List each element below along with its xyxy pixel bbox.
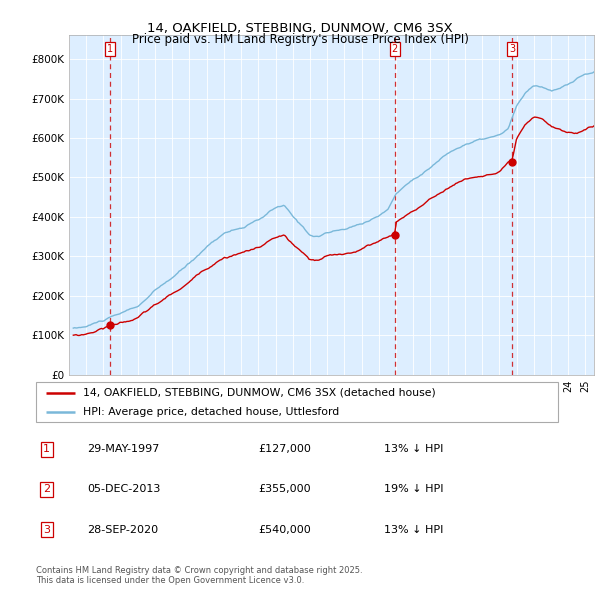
Text: 14, OAKFIELD, STEBBING, DUNMOW, CM6 3SX (detached house): 14, OAKFIELD, STEBBING, DUNMOW, CM6 3SX … xyxy=(83,388,436,398)
Text: 13% ↓ HPI: 13% ↓ HPI xyxy=(384,444,443,454)
Text: 14, OAKFIELD, STEBBING, DUNMOW, CM6 3SX: 14, OAKFIELD, STEBBING, DUNMOW, CM6 3SX xyxy=(147,22,453,35)
Text: HPI: Average price, detached house, Uttlesford: HPI: Average price, detached house, Uttl… xyxy=(83,407,339,417)
Text: 28-SEP-2020: 28-SEP-2020 xyxy=(87,525,158,535)
Text: 3: 3 xyxy=(509,44,515,54)
Text: 3: 3 xyxy=(43,525,50,535)
Text: 19% ↓ HPI: 19% ↓ HPI xyxy=(384,484,443,494)
Text: 13% ↓ HPI: 13% ↓ HPI xyxy=(384,525,443,535)
Point xyxy=(106,320,115,329)
Text: 29-MAY-1997: 29-MAY-1997 xyxy=(87,444,160,454)
Text: £355,000: £355,000 xyxy=(258,484,311,494)
Text: 2: 2 xyxy=(43,484,50,494)
Point xyxy=(390,230,400,240)
Text: £540,000: £540,000 xyxy=(258,525,311,535)
Text: 1: 1 xyxy=(107,44,113,54)
Text: Contains HM Land Registry data © Crown copyright and database right 2025.
This d: Contains HM Land Registry data © Crown c… xyxy=(36,566,362,585)
Text: 05-DEC-2013: 05-DEC-2013 xyxy=(87,484,160,494)
Text: 1: 1 xyxy=(43,444,50,454)
FancyBboxPatch shape xyxy=(36,382,558,422)
Text: £127,000: £127,000 xyxy=(258,444,311,454)
Text: Price paid vs. HM Land Registry's House Price Index (HPI): Price paid vs. HM Land Registry's House … xyxy=(131,33,469,46)
Text: 2: 2 xyxy=(392,44,398,54)
Point xyxy=(508,157,517,166)
